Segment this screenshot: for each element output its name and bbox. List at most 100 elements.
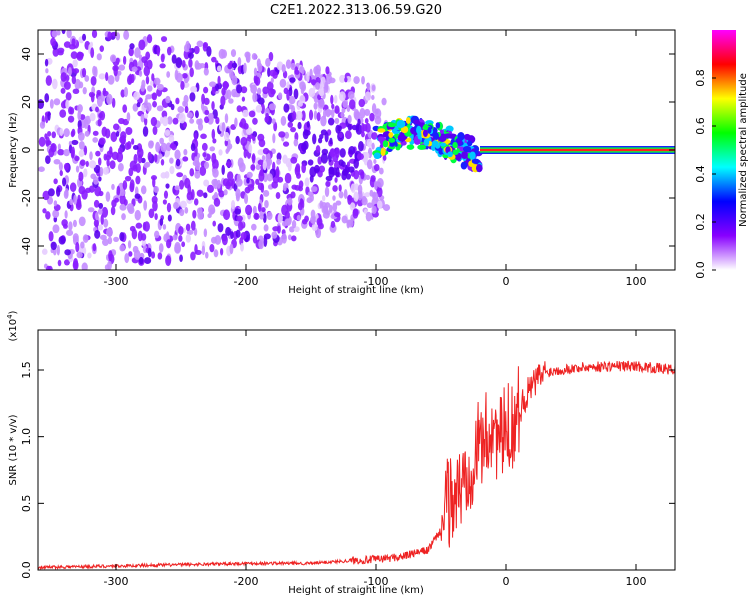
spectrogram-cell bbox=[297, 202, 303, 211]
spectrogram-cell bbox=[251, 154, 256, 161]
spectrogram-cell bbox=[349, 202, 356, 211]
spectrogram-cell bbox=[205, 251, 209, 259]
spectrogram-cell bbox=[73, 257, 79, 269]
spectrogram-cell bbox=[105, 72, 109, 82]
spectrogram-cell bbox=[373, 158, 377, 165]
spectrogram-cell bbox=[62, 177, 67, 187]
spectrogram-cell bbox=[58, 235, 66, 245]
spectrogram-cell bbox=[160, 172, 167, 179]
spectrogram-cell bbox=[245, 204, 253, 216]
spectrogram-cell bbox=[268, 51, 274, 62]
spectrogram-cell bbox=[39, 121, 46, 129]
spectrogram-cell bbox=[120, 134, 126, 146]
spectrogram-cell bbox=[204, 109, 210, 116]
spectrogram-cell bbox=[234, 208, 241, 215]
spectrogram-cell bbox=[304, 215, 309, 223]
spectrogram-cell bbox=[135, 163, 141, 174]
spectrogram-cell bbox=[284, 172, 292, 184]
spectrogram-cell bbox=[193, 45, 200, 55]
spectrogram-cell bbox=[297, 121, 302, 130]
spectrogram-cell bbox=[255, 178, 260, 185]
spectrogram-cell bbox=[77, 132, 85, 141]
spectrogram-cell bbox=[134, 47, 141, 59]
spectrogram-cell bbox=[72, 219, 77, 228]
spectrogram-cell bbox=[317, 98, 325, 109]
spectrogram-cell bbox=[76, 251, 83, 259]
spectrogram-cell bbox=[209, 81, 217, 88]
spectrogram-cell bbox=[134, 209, 141, 221]
spectrogram-cell bbox=[119, 203, 127, 211]
spectrogram-cell bbox=[154, 213, 158, 221]
spectrogram-cell bbox=[241, 96, 246, 102]
spectrogram-cell bbox=[362, 123, 368, 132]
spectrogram-cell bbox=[75, 165, 80, 173]
spectrogram-cell bbox=[262, 171, 268, 183]
spectrogram-cell bbox=[201, 245, 206, 256]
spectrogram-cell bbox=[235, 229, 241, 238]
snr-marks bbox=[38, 360, 675, 570]
spectrogram-cell bbox=[309, 174, 314, 183]
spectrogram-cell bbox=[179, 200, 187, 209]
spectrogram-cell bbox=[357, 118, 361, 126]
spectrogram-cell bbox=[111, 183, 115, 191]
spectrogram-cell bbox=[406, 144, 415, 150]
spectrogram-cell bbox=[325, 175, 333, 182]
spectrogram-cell bbox=[178, 180, 185, 190]
spectrogram-cell bbox=[116, 185, 121, 196]
spectrogram-cell bbox=[240, 242, 244, 252]
spectrogram-cell bbox=[246, 171, 253, 179]
spectrogram-cell bbox=[280, 115, 287, 126]
spectrogram-cell bbox=[173, 201, 179, 210]
spectrogram-cell bbox=[90, 47, 95, 59]
spectrogram-cell bbox=[272, 71, 278, 79]
spectrogram-cell bbox=[144, 113, 149, 119]
spectrogram-cell bbox=[243, 193, 249, 205]
spectrogram-cell bbox=[166, 46, 172, 56]
spectrogram-cell bbox=[106, 227, 113, 237]
snr-x-label: Height of straight line (km) bbox=[288, 585, 424, 596]
spectrogram-cell bbox=[330, 148, 335, 156]
spectrogram-cell bbox=[201, 142, 208, 151]
spectrogram-cell bbox=[223, 189, 228, 196]
spectrogram-cell bbox=[190, 251, 196, 261]
spectrogram-cell bbox=[147, 85, 153, 92]
spectrogram-cell bbox=[89, 112, 96, 122]
spectrogram-cell bbox=[301, 110, 306, 122]
spectrogram-cell bbox=[76, 51, 84, 61]
spectrogram-cell bbox=[69, 182, 77, 193]
spectrogram-cell bbox=[462, 145, 472, 153]
spectrogram-cell bbox=[102, 87, 107, 95]
spectrogram-cell bbox=[347, 195, 353, 201]
spectrogram-cell bbox=[440, 142, 447, 147]
spectrogram-cell bbox=[263, 224, 269, 232]
spectrogram-cell bbox=[134, 193, 141, 199]
spectrogram-cell bbox=[422, 129, 428, 137]
spectrogram-cell bbox=[155, 141, 161, 153]
spectrogram-cell bbox=[364, 108, 371, 117]
spectrogram-cell bbox=[89, 41, 94, 48]
spectrogram-cell bbox=[82, 86, 87, 95]
snr-y-scale: (x104) bbox=[6, 310, 19, 341]
spectrogram-cell bbox=[122, 55, 127, 65]
snr-y-scale-suffix: ) bbox=[8, 310, 19, 314]
spectrogram-cell bbox=[360, 171, 365, 180]
spectrogram-cell bbox=[166, 71, 171, 78]
spectrogram-cell bbox=[167, 116, 173, 125]
spectrogram-cell bbox=[85, 160, 89, 167]
spectrogram-cell bbox=[51, 78, 58, 90]
spectrogram-y-ticks: -40 -20 0 20 40 bbox=[20, 47, 675, 255]
spectrogram-cell bbox=[270, 88, 276, 95]
spectrogram-cell bbox=[64, 249, 71, 256]
spectrogram-cell bbox=[144, 161, 151, 168]
spectrogram-cell bbox=[209, 207, 216, 214]
spectrogram-cell bbox=[60, 87, 66, 94]
spectrogram-cell bbox=[57, 50, 64, 56]
spectrogram-cell bbox=[103, 218, 109, 228]
spectrogram-cell bbox=[46, 140, 52, 146]
spectrogram-cell bbox=[104, 128, 111, 139]
spectrogram-cell bbox=[331, 103, 335, 110]
spectrogram-cell bbox=[122, 104, 128, 113]
spectrogram-cell bbox=[457, 131, 465, 141]
spectrogram-cell bbox=[251, 223, 257, 231]
spectrogram-cell bbox=[253, 212, 260, 220]
